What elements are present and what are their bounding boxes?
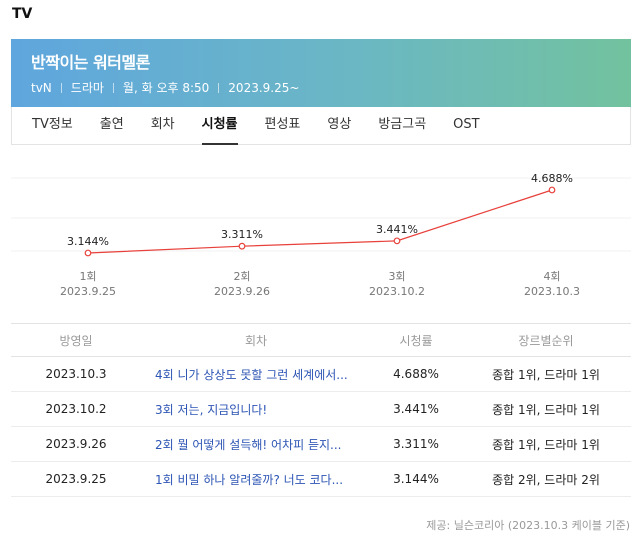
data-point [84, 249, 92, 257]
x-date-label: 2023.9.26 [214, 285, 270, 298]
row-episode-link[interactable]: 1회 비밀 하나 알려줄까? 너도 코다... [155, 472, 344, 487]
x-date-label: 2023.10.2 [369, 285, 425, 298]
data-label: 3.441% [376, 223, 418, 236]
table-row: 2023.10.3 4회 니가 상상도 못할 그런 세계에서... 4.688%… [11, 356, 631, 392]
header-episode: 회차 [141, 323, 371, 357]
start-date-label: 2023.9.25~ [228, 80, 300, 95]
row-rating: 3.144% [371, 461, 461, 497]
row-episode-link[interactable]: 2회 뭘 어떻게 설득해! 어차피 듣지... [155, 437, 342, 452]
tab-videos[interactable]: 영상 [327, 117, 352, 132]
header-rating: 시청률 [371, 323, 461, 357]
header-genre-rank: 장르별순위 [461, 323, 631, 357]
show-banner: 반짝이는 워터멜론 tvN 드라마 월, 화 오후 8:50 2023.9.25… [11, 39, 631, 107]
row-rating: 3.441% [371, 391, 461, 427]
row-rank: 종합 1위, 드라마 1위 [461, 356, 631, 392]
x-tick-label: 3회 [388, 270, 405, 283]
header-air-date: 방영일 [11, 323, 141, 357]
tab-tv-info[interactable]: TV정보 [32, 117, 73, 132]
meta-divider [60, 82, 62, 93]
row-date: 2023.10.3 [11, 356, 141, 392]
data-label: 3.144% [67, 235, 109, 248]
table-row: 2023.9.26 2회 뭘 어떻게 설득해! 어차피 듣지... 3.311%… [11, 426, 631, 462]
meta-divider [112, 82, 114, 93]
data-label: 3.311% [221, 228, 263, 241]
data-point [238, 242, 246, 250]
table-row: 2023.9.25 1회 비밀 하나 알려줄까? 너도 코다... 3.144%… [11, 461, 631, 497]
x-tick-label: 1회 [79, 270, 96, 283]
x-date-label: 2023.9.25 [60, 285, 116, 298]
ratings-chart: 3.144% 1회 2023.9.25 3.311% 2회 2023.9.26 3.441%… [11, 145, 631, 315]
source-note: 제공: 닐슨코리아 (2023.10.3 케이블 기준) [426, 519, 630, 532]
row-rank: 종합 2위, 드라마 2위 [461, 461, 631, 497]
data-point [548, 186, 556, 194]
row-episode-link[interactable]: 3회 저는, 지금입니다! [155, 402, 268, 417]
tab-now-song[interactable]: 방금그곡 [378, 117, 427, 132]
row-date: 2023.9.26 [11, 426, 141, 462]
tab-ratings[interactable]: 시청률 [201, 107, 238, 145]
channel-label: tvN [31, 80, 52, 95]
rating-line [87, 189, 553, 254]
show-title[interactable]: 반짝이는 워터멜론 [31, 53, 150, 72]
row-rating: 4.688% [371, 356, 461, 392]
meta-divider [218, 82, 220, 93]
tab-ost[interactable]: OST [453, 117, 480, 132]
row-date: 2023.9.25 [11, 461, 141, 497]
x-tick-label: 4회 [543, 270, 560, 283]
ratings-chart-svg: 3.144% 1회 2023.9.25 3.311% 2회 2023.9.26 3.441%… [11, 172, 631, 298]
table-header-row: 방영일 회차 시청률 장르별순위 [11, 323, 631, 357]
show-meta: tvN 드라마 월, 화 오후 8:50 2023.9.25~ [31, 79, 611, 96]
row-rank: 종합 1위, 드라마 1위 [461, 426, 631, 462]
data-point [393, 237, 401, 245]
row-rank: 종합 1위, 드라마 1위 [461, 391, 631, 427]
row-episode-link[interactable]: 4회 니가 상상도 못할 그런 세계에서... [155, 367, 348, 382]
tab-bar: TV정보 출연 회차 시청률 편성표 영상 방금그곡 OST [11, 107, 631, 145]
row-rating: 3.311% [371, 426, 461, 462]
row-date: 2023.10.2 [11, 391, 141, 427]
x-tick-label: 2회 [233, 270, 250, 283]
section-title: TV [12, 6, 33, 22]
schedule-label: 월, 화 오후 8:50 [122, 81, 210, 95]
genre-label: 드라마 [70, 81, 104, 95]
table-row: 2023.10.2 3회 저는, 지금입니다! 3.441% 종합 1위, 드라… [11, 391, 631, 427]
tab-episodes[interactable]: 회차 [150, 117, 175, 132]
data-label: 4.688% [531, 172, 573, 185]
tab-schedule[interactable]: 편성표 [264, 117, 301, 132]
tab-cast[interactable]: 출연 [99, 117, 124, 132]
x-date-label: 2023.10.3 [524, 285, 580, 298]
ratings-table: 방영일 회차 시청률 장르별순위 2023.10.3 4회 니가 상상도 못할 … [11, 323, 631, 497]
